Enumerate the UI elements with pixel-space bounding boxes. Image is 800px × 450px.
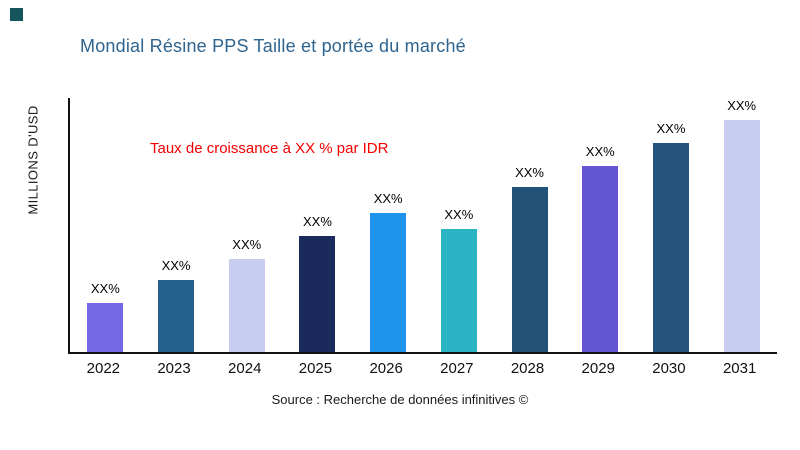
bar-2024 [228,259,265,352]
x-tick-label: 2031 [722,360,757,377]
growth-rate-annotation: Taux de croissance à XX % par IDR [150,140,389,157]
x-axis-ticks: 2022 2023 2024 2025 2026 2027 2028 2029 2030 2031 [68,360,775,382]
brand-corner-square [10,8,23,21]
x-tick-label: 2026 [369,360,403,377]
bar-value-label: XX% [656,121,686,137]
bar-value-label: XX% [727,98,757,113]
x-tick-label: 2029 [581,360,615,377]
x-tick-label: 2022 [86,360,121,377]
bar-value-label: XX% [302,214,332,229]
x-tick-label: 2027 [440,360,474,377]
bar-2025 [299,236,336,352]
bar-2027 [440,229,477,352]
bar-value-label: XX% [585,144,615,160]
bar-2029 [582,166,619,352]
bar-2031 [723,120,760,352]
bar-2023 [158,280,195,352]
chart-title: Mondial Résine PPS Taille et portée du m… [80,36,466,56]
bar-2028 [511,187,548,352]
x-tick-label: 2023 [157,360,191,377]
bar-value-label: XX% [232,237,262,253]
bar-value-label: XX% [161,258,191,274]
bar-value-label: XX% [373,190,403,206]
plot-area: XX% XX% XX% XX% XX% XX% XX% XX% XX% XX% [68,98,777,354]
y-axis-label: MILLIONS D'USD [25,105,41,215]
bar-value-label: XX% [515,165,544,181]
x-tick-label: 2025 [298,360,333,377]
bar-value-label: XX% [444,207,474,223]
x-tick-label: 2028 [510,360,545,377]
bar-2030 [652,143,689,352]
bar-2026 [370,212,407,352]
bar-value-label: XX% [90,281,120,297]
source-text: Source : Recherche de données infinitive… [271,392,529,407]
x-tick-label: 2024 [228,360,262,377]
x-tick-label: 2030 [652,360,686,377]
bar-2022 [87,303,124,352]
